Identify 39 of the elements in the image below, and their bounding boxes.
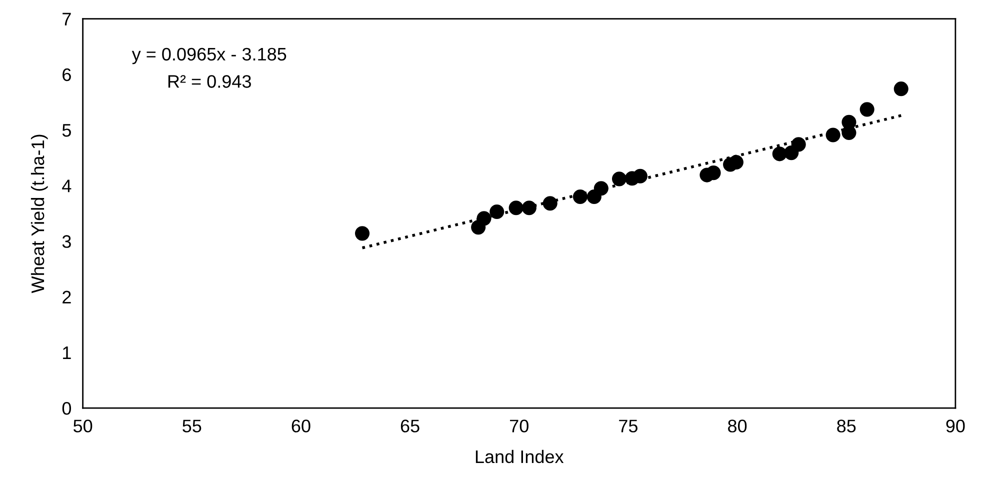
point (632, 168, 648, 184)
point (354, 226, 370, 241)
y-tick-label: 5 (62, 124, 71, 137)
y-tick-label: 2 (62, 290, 71, 304)
x-tick-label: 80 (728, 420, 747, 432)
x-tick-label: 70 (510, 420, 528, 432)
point (522, 200, 536, 216)
y-tick-label: 1 (63, 346, 71, 359)
point (772, 146, 787, 162)
y-tick-label: 3 (62, 235, 71, 248)
point (894, 82, 908, 96)
point (612, 172, 627, 186)
y-tick-label: 6 (62, 68, 71, 82)
point (860, 102, 874, 117)
y-tick-label: 0 (62, 402, 72, 415)
x-tick-label: 75 (619, 420, 638, 432)
x-tick-label: 50 (74, 420, 92, 432)
point (542, 196, 558, 211)
point (791, 137, 806, 152)
y-axis-title: Wheat Yield (t.ha-1) (30, 134, 48, 294)
point (728, 154, 744, 170)
y-tick-label: 4 (62, 180, 72, 192)
point (842, 114, 856, 130)
point (490, 204, 504, 220)
point (594, 181, 608, 196)
point (508, 200, 524, 216)
x-tick-label: 60 (292, 420, 310, 432)
annotation: R² = 0.943 (168, 75, 251, 88)
y-tick-label: 7 (62, 12, 71, 26)
x-axis-title: Land Index (476, 450, 564, 464)
annotation: y = 0.0965x - 3.185 (132, 48, 286, 64)
point (476, 211, 492, 226)
point (572, 189, 588, 204)
x-tick-label: 65 (400, 420, 420, 432)
point (826, 128, 840, 142)
x-tick-label: 55 (182, 420, 202, 432)
x-tick-label: 85 (837, 420, 856, 432)
point (706, 166, 721, 180)
x-tick-label: 90 (946, 420, 965, 432)
